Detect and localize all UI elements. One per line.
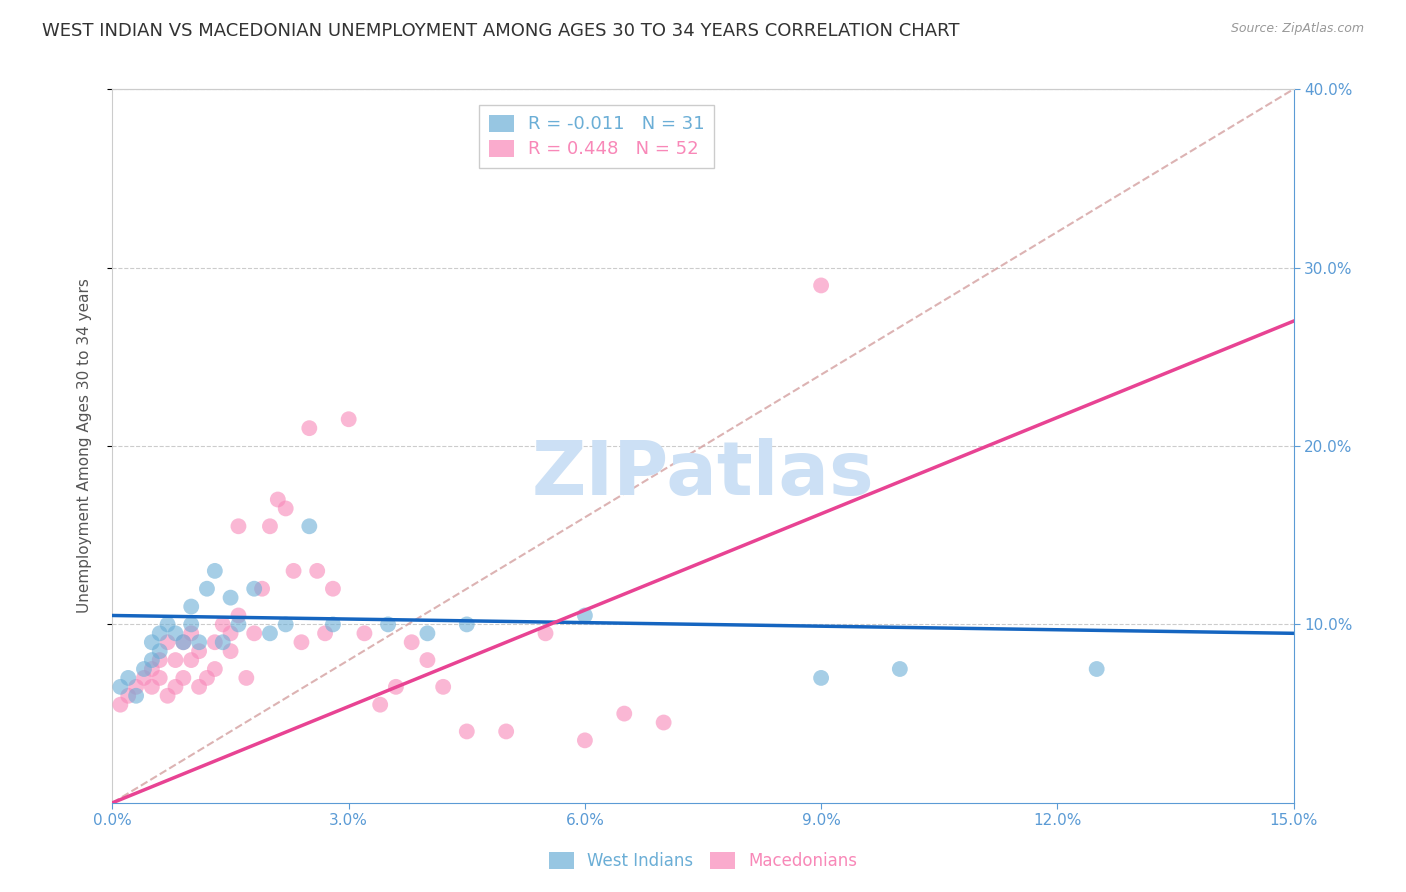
Point bbox=[188, 635, 211, 649]
Point bbox=[141, 680, 163, 694]
Point bbox=[314, 626, 336, 640]
Point bbox=[172, 671, 194, 685]
Legend: West Indians, Macedonians: West Indians, Macedonians bbox=[538, 842, 868, 880]
Point bbox=[188, 644, 211, 658]
Point bbox=[204, 564, 226, 578]
Point bbox=[125, 689, 148, 703]
Point bbox=[228, 608, 250, 623]
Point bbox=[534, 626, 557, 640]
Point bbox=[432, 680, 454, 694]
Point bbox=[141, 635, 163, 649]
Point bbox=[172, 635, 194, 649]
Point bbox=[307, 564, 329, 578]
Point bbox=[228, 519, 250, 533]
Point bbox=[219, 591, 242, 605]
Point bbox=[204, 662, 226, 676]
Point bbox=[165, 653, 187, 667]
Point bbox=[219, 644, 242, 658]
Point bbox=[385, 680, 408, 694]
Point bbox=[322, 617, 344, 632]
Point bbox=[195, 671, 218, 685]
Point bbox=[110, 698, 132, 712]
Point bbox=[274, 617, 297, 632]
Point bbox=[298, 421, 321, 435]
Point bbox=[211, 635, 233, 649]
Point bbox=[149, 644, 172, 658]
Point bbox=[416, 653, 439, 667]
Point bbox=[613, 706, 636, 721]
Point bbox=[1085, 662, 1108, 676]
Point bbox=[188, 680, 211, 694]
Point bbox=[156, 635, 179, 649]
Point bbox=[117, 689, 139, 703]
Point bbox=[149, 653, 172, 667]
Point bbox=[211, 617, 233, 632]
Point bbox=[456, 617, 478, 632]
Point bbox=[250, 582, 273, 596]
Point bbox=[368, 698, 391, 712]
Point bbox=[180, 626, 202, 640]
Point bbox=[337, 412, 360, 426]
Point bbox=[243, 626, 266, 640]
Point bbox=[125, 680, 148, 694]
Point bbox=[149, 671, 172, 685]
Point bbox=[132, 671, 155, 685]
Point bbox=[495, 724, 517, 739]
Point bbox=[165, 626, 187, 640]
Point bbox=[180, 599, 202, 614]
Point bbox=[401, 635, 423, 649]
Point bbox=[110, 680, 132, 694]
Point bbox=[416, 626, 439, 640]
Point bbox=[274, 501, 297, 516]
Point bbox=[353, 626, 375, 640]
Point bbox=[259, 519, 281, 533]
Point bbox=[219, 626, 242, 640]
Point bbox=[180, 617, 202, 632]
Point bbox=[243, 582, 266, 596]
Point bbox=[156, 689, 179, 703]
Point bbox=[283, 564, 305, 578]
Point bbox=[652, 715, 675, 730]
Text: ZIPatlas: ZIPatlas bbox=[531, 438, 875, 511]
Point bbox=[117, 671, 139, 685]
Point bbox=[156, 617, 179, 632]
Text: Source: ZipAtlas.com: Source: ZipAtlas.com bbox=[1230, 22, 1364, 36]
Point bbox=[204, 635, 226, 649]
Point bbox=[132, 662, 155, 676]
Point bbox=[574, 733, 596, 747]
Point bbox=[267, 492, 290, 507]
Point bbox=[889, 662, 911, 676]
Point bbox=[149, 626, 172, 640]
Point bbox=[259, 626, 281, 640]
Point bbox=[322, 582, 344, 596]
Y-axis label: Unemployment Among Ages 30 to 34 years: Unemployment Among Ages 30 to 34 years bbox=[77, 278, 91, 614]
Point bbox=[172, 635, 194, 649]
Point bbox=[810, 671, 832, 685]
Text: WEST INDIAN VS MACEDONIAN UNEMPLOYMENT AMONG AGES 30 TO 34 YEARS CORRELATION CHA: WEST INDIAN VS MACEDONIAN UNEMPLOYMENT A… bbox=[42, 22, 960, 40]
Point bbox=[180, 653, 202, 667]
Point bbox=[141, 653, 163, 667]
Point bbox=[574, 608, 596, 623]
Point bbox=[141, 662, 163, 676]
Point bbox=[377, 617, 399, 632]
Point bbox=[235, 671, 257, 685]
Point bbox=[195, 582, 218, 596]
Point bbox=[290, 635, 312, 649]
Point bbox=[228, 617, 250, 632]
Point bbox=[810, 278, 832, 293]
Point bbox=[298, 519, 321, 533]
Point bbox=[165, 680, 187, 694]
Point bbox=[456, 724, 478, 739]
